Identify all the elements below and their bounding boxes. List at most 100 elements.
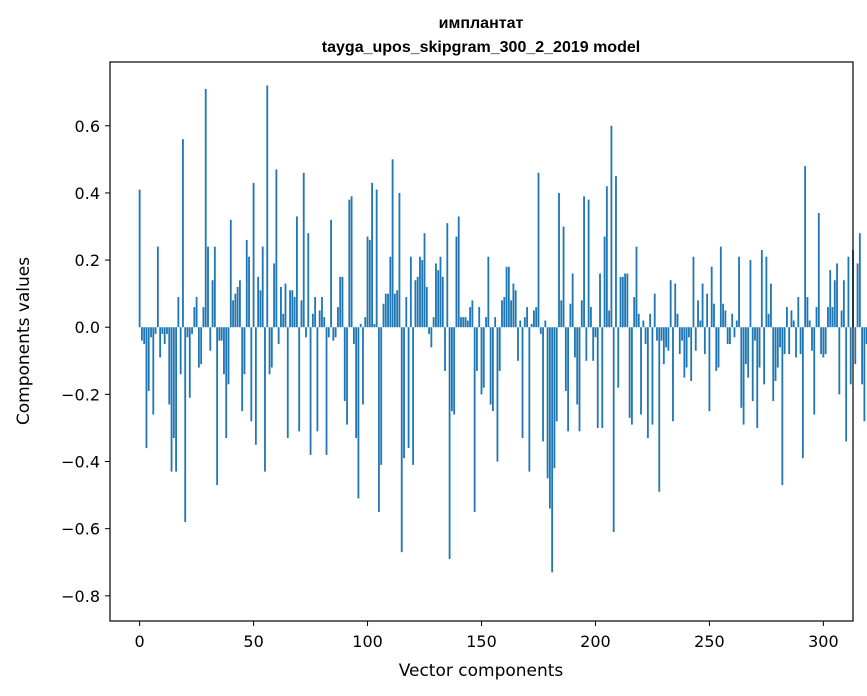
bar — [166, 327, 168, 334]
bar — [172, 327, 175, 439]
x-tick-label: 300 — [808, 632, 839, 651]
bar — [213, 246, 216, 328]
x-tick-label: 100 — [352, 632, 383, 651]
bar — [286, 327, 289, 439]
bar — [480, 327, 483, 395]
bar — [754, 327, 756, 341]
y-tick-label: 0.6 — [75, 117, 100, 136]
bar — [421, 260, 424, 328]
bar — [512, 283, 515, 328]
bars-group — [138, 85, 867, 573]
bar — [735, 320, 738, 328]
bar — [364, 317, 367, 328]
bar — [220, 327, 223, 341]
bar — [487, 256, 490, 328]
bar — [683, 327, 686, 378]
bar — [801, 327, 804, 459]
bar — [375, 189, 378, 328]
bar — [188, 327, 191, 398]
bar — [617, 327, 620, 388]
bar — [523, 317, 526, 328]
bar — [204, 88, 207, 328]
bar — [227, 327, 230, 385]
bar — [815, 307, 818, 328]
x-tick-label: 150 — [466, 632, 497, 651]
bar — [669, 280, 672, 328]
bar — [651, 327, 654, 425]
bar — [831, 307, 834, 328]
bar — [446, 223, 449, 328]
bar — [348, 199, 351, 328]
bar — [268, 327, 271, 375]
bar — [389, 256, 392, 328]
bar — [703, 327, 706, 355]
bar — [576, 327, 579, 405]
bar — [243, 327, 246, 375]
bar — [827, 307, 829, 328]
bar — [653, 293, 656, 328]
bar — [280, 286, 282, 328]
bar — [428, 327, 430, 334]
bar — [685, 327, 688, 368]
bar — [681, 327, 683, 341]
bar — [466, 320, 469, 328]
bar — [553, 327, 556, 469]
bar — [498, 327, 501, 371]
bar — [738, 256, 740, 328]
bar — [419, 256, 421, 328]
bar — [858, 233, 861, 328]
bar — [774, 327, 777, 381]
bar — [740, 327, 743, 408]
bar — [371, 182, 374, 328]
bar — [612, 327, 615, 533]
y-tick-label: −0.2 — [61, 385, 100, 404]
bar — [229, 219, 232, 328]
bar — [482, 327, 485, 388]
bar — [457, 216, 460, 328]
bar — [776, 327, 779, 368]
y-tick-label: 0.4 — [75, 184, 100, 203]
bar — [542, 327, 544, 442]
bar — [311, 313, 314, 328]
bar — [462, 317, 465, 328]
bar — [266, 85, 269, 328]
bar — [197, 327, 200, 368]
bar — [453, 327, 456, 415]
bar — [729, 327, 731, 345]
bar — [865, 327, 867, 345]
y-tick-label: −0.8 — [61, 587, 100, 606]
bar — [564, 327, 567, 392]
bar — [854, 327, 857, 365]
plot-frame — [109, 61, 854, 622]
bar — [150, 327, 152, 338]
bar — [667, 327, 670, 351]
bar — [334, 327, 337, 338]
bar — [592, 327, 595, 361]
bar — [209, 327, 212, 351]
bar — [817, 213, 820, 328]
bar — [637, 313, 640, 328]
bar — [615, 176, 617, 328]
x-tick-label: 250 — [694, 632, 725, 651]
bar — [314, 297, 317, 328]
bar — [724, 310, 727, 328]
bar — [145, 327, 148, 449]
bar — [432, 317, 435, 328]
bar — [558, 192, 560, 328]
bar — [489, 327, 492, 405]
bar — [635, 246, 638, 328]
bar — [533, 310, 535, 328]
bar — [644, 327, 647, 345]
bar — [277, 327, 280, 345]
bar — [186, 327, 189, 338]
bar — [138, 189, 141, 328]
bar — [790, 310, 793, 328]
bar — [788, 327, 791, 355]
bar — [469, 307, 472, 328]
bar — [571, 273, 574, 328]
bar — [717, 327, 720, 368]
bar — [259, 290, 262, 328]
bar — [218, 327, 221, 341]
bar — [387, 293, 389, 328]
